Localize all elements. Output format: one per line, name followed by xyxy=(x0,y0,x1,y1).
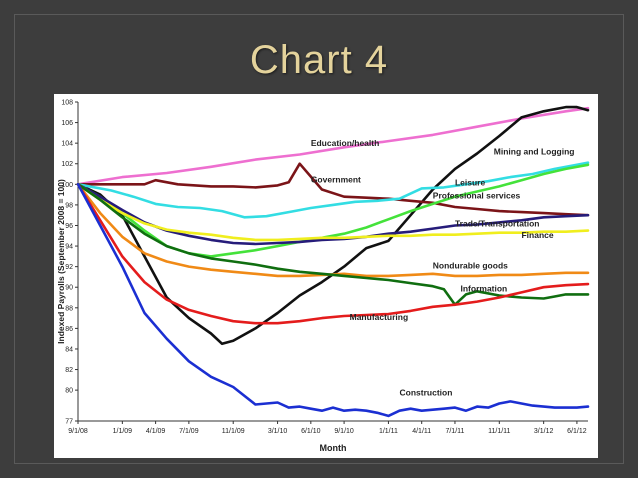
chart-axes: 77 80 82 84 86 88 90 92 94 96 98 100 102 104 106 108 9/1… xyxy=(56,100,588,453)
series-label-professional-services: Professional services xyxy=(433,191,521,201)
series-label-education-health: Education/health xyxy=(311,138,379,148)
series-label-nondurable-goods: Nondurable goods xyxy=(433,261,508,271)
chart-panel: 77 80 82 84 86 88 90 92 94 96 98 100 102 104 106 108 9/1… xyxy=(54,94,598,458)
y-tick-label: 96 xyxy=(65,223,73,230)
y-axis-title: Indexed Payrolls (September 2008 = 100) xyxy=(56,179,66,344)
y-tick-label: 90 xyxy=(65,285,73,292)
y-tick-label: 106 xyxy=(61,120,73,127)
x-tick-label: 9/1/08 xyxy=(68,428,88,435)
series-label-information: Information xyxy=(461,283,508,293)
series-line-manufacturing xyxy=(76,183,590,325)
y-tick-label: 92 xyxy=(65,264,73,271)
x-tick-label: 11/1/11 xyxy=(488,428,510,435)
series-line-information xyxy=(76,183,590,306)
y-tick-label: 88 xyxy=(65,305,73,312)
y-tick-label: 82 xyxy=(65,367,73,374)
series-line-government xyxy=(76,162,590,217)
chart-series-labels: Education/health Mining and Logging Govern… xyxy=(311,138,575,397)
series-label-mining-and-logging: Mining and Logging xyxy=(494,146,575,156)
y-tick-label: 84 xyxy=(65,346,73,353)
x-tick-label: 11/1/09 xyxy=(222,428,245,435)
x-tick-label: 6/1/12 xyxy=(567,428,587,435)
chart-series xyxy=(76,105,590,418)
series-label-government: Government xyxy=(311,174,361,184)
series-label-construction: Construction xyxy=(400,387,453,397)
x-tick-label: 3/1/10 xyxy=(268,428,288,435)
series-line-finance xyxy=(76,183,590,242)
x-tick-label: 1/1/11 xyxy=(379,428,398,435)
x-axis-title: Month xyxy=(320,443,347,453)
series-label-leisure: Leisure xyxy=(455,177,486,187)
series-label-manufacturing: Manufacturing xyxy=(350,312,409,322)
x-tick-label: 4/1/09 xyxy=(146,428,166,435)
slide-frame xyxy=(14,14,624,464)
y-tick-label: 102 xyxy=(61,161,73,168)
series-line-construction xyxy=(76,183,590,418)
line-chart: 77 80 82 84 86 88 90 92 94 96 98 100 102 104 106 108 9/1… xyxy=(56,100,590,453)
series-label-finance: Finance xyxy=(521,230,553,240)
series-label-trade-transportation: Trade/Transportation xyxy=(455,219,540,229)
y-tick-label: 104 xyxy=(61,141,73,148)
x-tick-label: 6/1/10 xyxy=(301,428,321,435)
x-tick-label: 7/1/11 xyxy=(445,428,464,435)
x-tick-label: 4/1/11 xyxy=(412,428,431,435)
y-tick-label: 108 xyxy=(61,100,73,107)
series-line-leisure xyxy=(76,161,590,219)
y-tick-label: 94 xyxy=(65,244,73,251)
y-tick-label: 100 xyxy=(61,182,73,189)
x-tick-label: 3/1/12 xyxy=(534,428,554,435)
x-tick-label: 1/1/09 xyxy=(113,428,133,435)
y-tick-label: 80 xyxy=(65,388,73,395)
x-tick-label: 7/1/09 xyxy=(179,428,199,435)
y-tick-label: 98 xyxy=(65,202,73,209)
y-tick-label: 86 xyxy=(65,326,73,333)
slide-title: Chart 4 xyxy=(249,38,389,82)
y-tick-label: 77 xyxy=(65,419,73,426)
x-tick-label: 9/1/10 xyxy=(334,428,354,435)
